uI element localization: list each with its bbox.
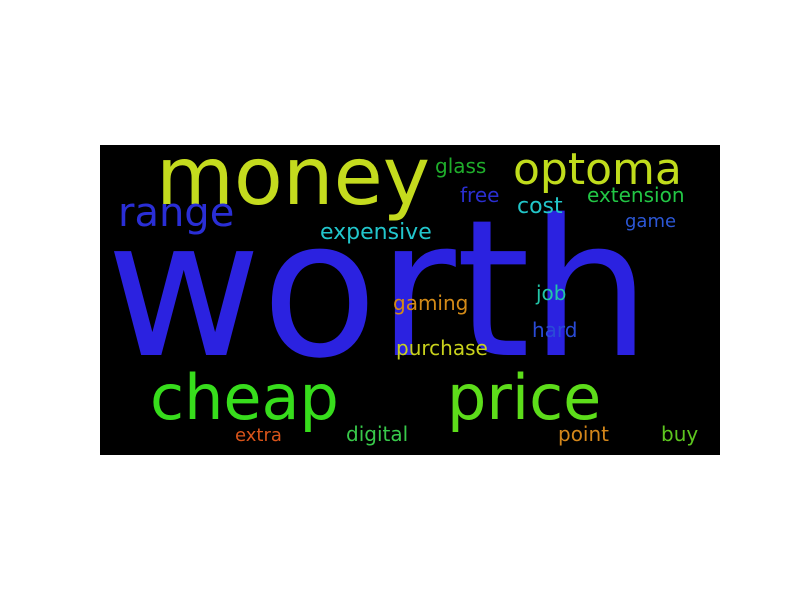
word-purchase: purchase xyxy=(396,336,488,360)
word-buy: buy xyxy=(661,422,699,446)
word-range: range xyxy=(118,190,235,236)
word-free: free xyxy=(460,183,500,207)
word-point: point xyxy=(558,422,610,446)
word-worth: worth xyxy=(106,179,651,400)
word-extra: extra xyxy=(235,425,282,446)
word-cost: cost xyxy=(517,194,563,219)
word-hard: hard xyxy=(532,318,578,342)
word-game: game xyxy=(625,211,677,232)
word-cloud: worth money optoma range cheap price gla… xyxy=(100,145,720,455)
word-price: price xyxy=(447,361,602,434)
word-optoma: optoma xyxy=(513,145,682,195)
word-job: job xyxy=(536,281,567,305)
word-extension: extension xyxy=(587,183,685,207)
word-money: money xyxy=(156,145,431,223)
word-digital: digital xyxy=(346,422,409,446)
word-expensive: expensive xyxy=(320,220,432,245)
word-gaming: gaming xyxy=(393,291,469,315)
word-glass: glass xyxy=(435,154,487,178)
word-cheap: cheap xyxy=(150,361,339,434)
